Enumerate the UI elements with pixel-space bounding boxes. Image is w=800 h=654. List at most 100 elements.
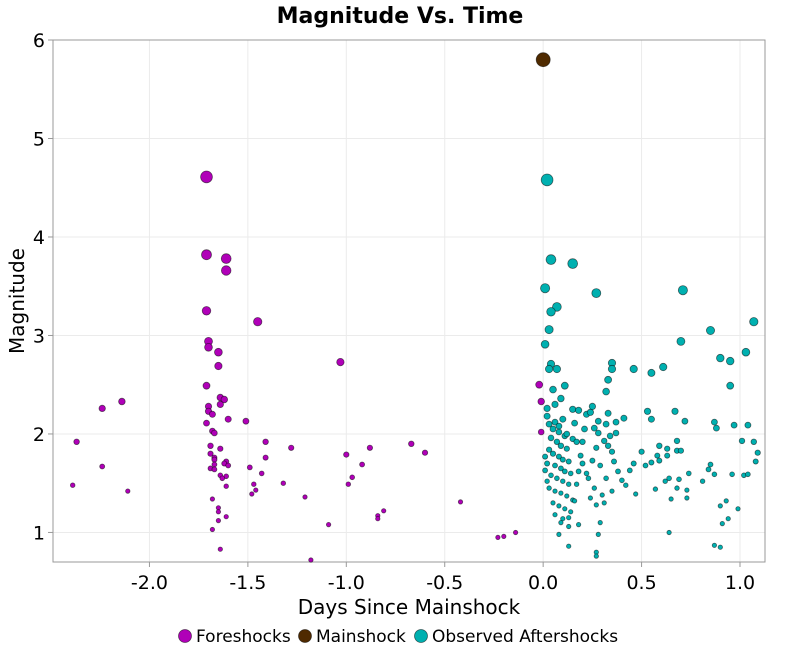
data-point-observed-aftershocks [563,430,571,438]
data-point-observed-aftershocks [729,471,735,478]
data-point-observed-aftershocks [558,465,564,472]
data-point-observed-aftershocks [619,477,625,484]
data-point-observed-aftershocks [555,453,562,460]
data-point-foreshocks [537,397,545,406]
y-tick-label: 2 [33,424,45,446]
data-point-observed-aftershocks [677,285,688,296]
legend-label: Mainshock [316,627,406,647]
data-point-observed-aftershocks [555,428,563,436]
data-point-foreshocks [253,487,259,493]
data-point-observed-aftershocks [545,254,557,265]
data-point-observed-aftershocks [717,544,723,550]
data-point-foreshocks [99,463,106,470]
data-point-observed-aftershocks [579,460,586,467]
legend-marker [414,629,428,643]
data-point-foreshocks [215,517,221,524]
data-point-observed-aftershocks [604,442,612,449]
data-point-observed-aftershocks [754,449,761,456]
x-tick-label: 1.0 [725,572,755,594]
data-point-observed-aftershocks [604,375,612,384]
data-point-observed-aftershocks [664,452,671,459]
data-point-observed-aftershocks [711,418,718,426]
data-point-observed-aftershocks [552,488,558,494]
data-point-observed-aftershocks [601,500,607,506]
data-point-foreshocks [495,534,501,541]
data-point-observed-aftershocks [552,364,562,374]
data-point-foreshocks [217,546,223,552]
data-point-observed-aftershocks [719,520,725,527]
data-point-observed-aftershocks [711,471,718,478]
data-point-observed-aftershocks [559,456,566,463]
data-point-observed-aftershocks [735,506,741,512]
data-point-observed-aftershocks [579,438,586,445]
data-point-foreshocks [457,499,464,505]
data-point-foreshocks [253,317,263,327]
data-point-foreshocks [220,265,232,276]
data-point-foreshocks [200,170,213,184]
data-point-observed-aftershocks [568,509,574,515]
x-axis-label: Days Since Mainshock [298,595,521,619]
data-point-foreshocks [288,444,295,451]
x-tick-label: 0.5 [626,572,656,594]
data-point-observed-aftershocks [565,458,572,465]
x-tick-label: -1.0 [328,572,365,594]
data-point-observed-aftershocks [626,467,633,474]
data-point-observed-aftershocks [566,481,572,487]
data-point-observed-aftershocks [676,336,686,346]
data-point-observed-aftershocks [684,495,690,501]
data-point-observed-aftershocks [673,437,681,445]
data-point-observed-aftershocks [705,466,712,473]
data-point-observed-aftershocks [552,512,558,518]
data-point-observed-aftershocks [545,420,553,428]
data-point-observed-aftershocks [676,476,682,483]
data-point-observed-aftershocks [566,523,572,530]
data-point-observed-aftershocks [551,400,559,408]
data-point-observed-aftershocks [593,553,599,559]
data-point-foreshocks [408,440,415,447]
data-point-observed-aftershocks [752,458,759,465]
data-point-observed-aftershocks [544,460,551,467]
legend-marker [178,629,192,643]
data-point-observed-aftershocks [564,493,570,499]
data-point-foreshocks [216,400,224,408]
data-point-observed-aftershocks [671,407,679,415]
data-point-observed-aftershocks [557,394,565,403]
data-point-foreshocks [73,438,80,445]
data-point-foreshocks [202,381,211,390]
data-point-observed-aftershocks [611,458,618,465]
data-point-foreshocks [366,444,373,451]
data-point-foreshocks [211,456,218,463]
data-point-observed-aftershocks [562,506,568,512]
data-point-observed-aftershocks [629,364,638,374]
data-point-observed-aftershocks [656,457,663,464]
data-point-foreshocks [211,429,218,437]
data-point-observed-aftershocks [607,364,617,374]
legend: Foreshocks Mainshock Observed Aftershocks [178,627,618,647]
data-point-observed-aftershocks [723,498,729,504]
data-point-observed-aftershocks [544,325,554,335]
data-point-foreshocks [215,509,221,515]
data-point-foreshocks [246,464,253,471]
data-point-observed-aftershocks [573,438,580,445]
data-point-foreshocks [258,470,265,477]
data-point-observed-aftershocks [604,409,612,417]
data-point-observed-aftershocks [559,415,567,423]
data-point-foreshocks [262,438,269,445]
data-point-observed-aftershocks [549,425,557,433]
data-point-observed-aftershocks [615,468,621,475]
data-point-foreshocks [220,253,232,264]
plot-frame [52,39,766,563]
data-point-observed-aftershocks [668,496,674,502]
data-point-observed-aftershocks [606,432,614,440]
data-point-observed-aftershocks [602,387,610,396]
data-point-observed-aftershocks [591,485,597,491]
data-point-observed-aftershocks [707,461,714,468]
data-point-foreshocks [302,494,308,500]
data-point-observed-aftershocks [567,470,574,477]
data-point-observed-aftershocks [684,487,690,493]
data-point-observed-aftershocks [749,317,759,327]
data-point-observed-aftershocks [593,444,600,451]
data-point-observed-aftershocks [652,486,659,492]
data-point-observed-aftershocks [590,424,598,432]
data-point-foreshocks [118,397,126,406]
